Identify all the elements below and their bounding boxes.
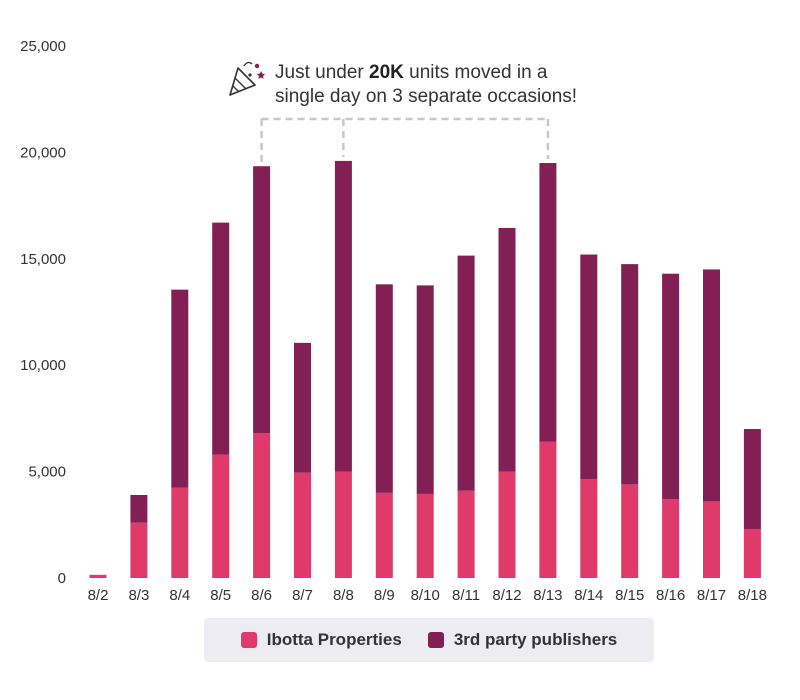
- bar-third-party-8-9: [375, 284, 393, 493]
- legend-item-ibotta: Ibotta Properties: [240, 630, 402, 650]
- y-tick-label: 10,000: [20, 357, 66, 374]
- annotation-bracket: [260, 117, 550, 163]
- x-tick-label: 8/8: [333, 587, 354, 604]
- x-axis: 8/2 8/3 8/4 8/5 8/6 8/7 8/8 8/9 8/10 8/11 8/12 8/13…: [88, 587, 767, 604]
- bar-third-party-8-18: [743, 429, 761, 530]
- bar-ibotta-8-13: [539, 441, 557, 578]
- bar-ibotta-8-9: [375, 492, 393, 578]
- x-tick-label: 8/3: [128, 587, 149, 604]
- bars: [89, 160, 761, 578]
- annotation-prefix: Just under: [275, 62, 369, 83]
- x-tick-label: 8/14: [574, 587, 603, 604]
- bar-third-party-8-3: [130, 495, 148, 523]
- bar-ibotta-8-16: [662, 499, 680, 578]
- x-tick-label: 8/11: [452, 587, 480, 604]
- legend-label-3rd-party: 3rd party publishers: [453, 630, 618, 649]
- x-tick-label: 8/17: [697, 587, 726, 604]
- y-tick-label: 5,000: [28, 464, 66, 481]
- bar-third-party-8-8: [334, 160, 352, 472]
- bar-third-party-8-17: [703, 269, 720, 502]
- legend-swatch-3rd-party: [427, 632, 444, 648]
- x-tick-label: 8/6: [251, 587, 272, 604]
- bar-ibotta-8-7: [294, 472, 311, 578]
- bar-ibotta-8-14: [580, 479, 598, 578]
- legend-label-ibotta: Ibotta Properties: [266, 630, 402, 649]
- bar-third-party-8-12: [498, 227, 516, 472]
- bar-ibotta-8-18: [743, 529, 761, 578]
- bar-ibotta-8-3: [130, 522, 148, 578]
- x-tick-label: 8/7: [292, 587, 313, 604]
- bar-ibotta-8-17: [703, 501, 720, 578]
- y-tick-label: 15,000: [20, 251, 66, 268]
- bar-ibotta-8-4: [171, 487, 189, 578]
- bar-third-party-8-5: [212, 222, 230, 455]
- bar-third-party-8-4: [171, 289, 189, 488]
- x-tick-label: 8/18: [738, 587, 767, 604]
- bar-ibotta-8-15: [621, 484, 639, 578]
- bar-third-party-8-6: [253, 166, 271, 434]
- annotation-suffix: units moved in a: [404, 62, 548, 83]
- x-tick-label: 8/2: [88, 587, 109, 604]
- x-tick-label: 8/10: [411, 587, 440, 604]
- party-popper-icon: [229, 61, 266, 96]
- bar-third-party-8-15: [621, 264, 639, 485]
- x-tick-label: 8/16: [656, 587, 685, 604]
- bar-ibotta-8-11: [457, 490, 475, 578]
- x-tick-label: 8/9: [374, 587, 395, 604]
- y-tick-label: 20,000: [20, 144, 66, 161]
- bar-ibotta-8-12: [498, 471, 516, 578]
- y-tick-label: 0: [58, 570, 66, 587]
- y-axis: 0 5,000 10,000 15,000 20,000 25,000: [20, 38, 66, 587]
- x-tick-label: 8/5: [210, 587, 231, 604]
- bar-third-party-8-14: [580, 254, 598, 480]
- x-tick-label: 8/12: [492, 587, 521, 604]
- bar-ibotta-8-2: [89, 574, 107, 578]
- legend-swatch-ibotta: [240, 632, 257, 648]
- bar-third-party-8-7: [294, 342, 311, 473]
- bar-third-party-8-16: [662, 273, 680, 500]
- legend-item-3rd-party: 3rd party publishers: [427, 630, 618, 650]
- x-tick-label: 8/13: [533, 587, 562, 604]
- bar-ibotta-8-6: [253, 433, 271, 578]
- bar-ibotta-8-8: [334, 471, 352, 578]
- bar-third-party-8-13: [539, 163, 557, 442]
- x-tick-label: 8/15: [615, 587, 644, 604]
- y-tick-label: 25,000: [20, 38, 66, 55]
- stacked-bar-chart: 0 5,000 10,000 15,000 20,000 25,000 8/2 8/3 8/4…: [20, 38, 767, 604]
- bar-third-party-8-11: [457, 255, 475, 491]
- x-tick-label: 8/4: [169, 587, 190, 604]
- bar-ibotta-8-5: [212, 454, 230, 578]
- svg-text:Just under 20K units moved in: Just under 20K units moved in a: [275, 62, 548, 83]
- annotation-bold: 20K: [369, 62, 404, 83]
- bar-third-party-8-10: [416, 285, 434, 494]
- legend: Ibotta Properties 3rd party publishers: [204, 618, 654, 662]
- bar-ibotta-8-10: [416, 493, 434, 578]
- annotation-line2: single day on 3 separate occasions!: [275, 86, 577, 107]
- annotation: Just under 20K units moved in a single d…: [229, 61, 577, 163]
